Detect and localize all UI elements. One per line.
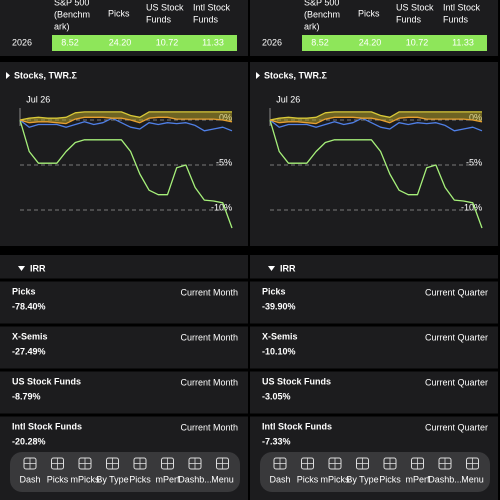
item-period: Current Quarter — [425, 287, 488, 297]
tab-label[interactable]: mPerf — [405, 474, 430, 484]
collapse-arrow[interactable] — [256, 72, 260, 79]
series-line — [19, 119, 233, 229]
irr-title[interactable]: IRR — [280, 263, 296, 273]
item-period: Current Quarter — [425, 377, 488, 387]
y-tick-label: -5% — [216, 157, 232, 167]
tab-bar — [10, 452, 240, 492]
band-fill — [270, 111, 482, 124]
item-value: -39.90% — [262, 301, 296, 311]
table-header: US Stock — [146, 2, 184, 12]
item-name[interactable]: X-Semis — [12, 331, 48, 341]
y-tick-label: -10% — [461, 202, 482, 212]
table-cell: 10.72 — [406, 37, 429, 47]
x-tick-label: Jul 26 — [26, 94, 50, 104]
table-cell: 10.72 — [156, 37, 179, 47]
tab-label[interactable]: mPerf — [155, 474, 180, 484]
expand-arrow[interactable] — [268, 266, 275, 271]
tab-label[interactable]: Menu — [461, 474, 484, 484]
tab-label[interactable]: Picks — [379, 474, 401, 484]
table-cell: 8.52 — [61, 37, 79, 47]
y-tick-label: -10% — [211, 202, 232, 212]
table-header: Funds — [146, 14, 172, 24]
series-line — [269, 119, 483, 229]
table-header: (Benchm — [54, 9, 90, 19]
table-header: Picks — [108, 8, 130, 18]
item-period: Current Month — [180, 287, 238, 297]
item-name[interactable]: Intl Stock Funds — [262, 421, 332, 431]
tab-label[interactable]: Picks — [129, 474, 151, 484]
tab-label[interactable]: Dash — [269, 474, 290, 484]
item-period: Current Month — [180, 332, 238, 342]
series-line — [269, 117, 483, 132]
tab-label[interactable]: Menu — [211, 474, 234, 484]
row-label: 2026 — [12, 37, 32, 47]
tab-label[interactable]: Dashb... — [428, 474, 462, 484]
band-fill — [20, 111, 232, 124]
table-header: S&P 500 — [54, 0, 89, 7]
series-line — [19, 117, 233, 132]
item-value: -8.79% — [12, 391, 41, 401]
table-header: Intl Stock — [193, 2, 231, 12]
item-value: -3.05% — [262, 391, 291, 401]
item-period: Current Quarter — [425, 422, 488, 432]
series-line — [19, 111, 232, 121]
table-header: ark) — [304, 21, 320, 31]
item-value: -7.33% — [262, 436, 291, 446]
table-cell: 24.20 — [359, 37, 382, 47]
expand-arrow[interactable] — [18, 266, 25, 271]
irr-title[interactable]: IRR — [30, 263, 46, 273]
table-header: Funds — [193, 14, 219, 24]
table-cell-bg — [52, 35, 237, 51]
series-line — [269, 116, 483, 125]
series-line — [19, 116, 233, 125]
table-cell: 11.33 — [202, 37, 224, 47]
table-header: Intl Stock — [443, 2, 481, 12]
tab-label[interactable]: mPicks — [321, 474, 350, 484]
chart-title[interactable]: Stocks, TWR.Σ — [14, 70, 78, 80]
item-name[interactable]: Picks — [12, 286, 36, 296]
table-cell: 11.33 — [452, 37, 474, 47]
tab-label[interactable]: Picks — [47, 474, 69, 484]
tab-label[interactable]: By Type — [346, 474, 378, 484]
table-header: US Stock — [396, 2, 434, 12]
collapse-arrow[interactable] — [6, 72, 10, 79]
item-name[interactable]: US Stock Funds — [12, 376, 81, 386]
row-label: 2026 — [262, 37, 282, 47]
item-value: -20.28% — [12, 436, 46, 446]
tab-label[interactable]: By Type — [96, 474, 128, 484]
item-name[interactable]: US Stock Funds — [262, 376, 331, 386]
item-value: -78.40% — [12, 301, 46, 311]
item-value: -10.10% — [262, 346, 296, 356]
y-tick-label: -5% — [466, 157, 482, 167]
item-name[interactable]: Picks — [262, 286, 286, 296]
item-name[interactable]: Intl Stock Funds — [12, 421, 82, 431]
table-cell: 8.52 — [311, 37, 329, 47]
series-line — [269, 111, 482, 121]
item-value: -27.49% — [12, 346, 46, 356]
tab-bar — [260, 452, 490, 492]
table-cell: 24.20 — [109, 37, 132, 47]
chart-card — [0, 62, 248, 246]
table-header: (Benchm — [304, 9, 340, 19]
x-tick-label: Jul 26 — [276, 94, 300, 104]
table-header: Picks — [358, 8, 380, 18]
item-period: Current Quarter — [425, 332, 488, 342]
item-period: Current Month — [180, 422, 238, 432]
table-header: S&P 500 — [304, 0, 339, 7]
tab-label[interactable]: Dashb... — [178, 474, 212, 484]
table-header: ark) — [54, 21, 70, 31]
item-name[interactable]: X-Semis — [262, 331, 298, 341]
table-header: Funds — [443, 14, 469, 24]
chart-title[interactable]: Stocks, TWR.Σ — [264, 70, 328, 80]
tab-label[interactable]: mPicks — [71, 474, 100, 484]
tab-label[interactable]: Picks — [297, 474, 319, 484]
table-cell-bg — [302, 35, 487, 51]
table-header: Funds — [396, 14, 422, 24]
item-period: Current Month — [180, 377, 238, 387]
chart-card — [250, 62, 498, 246]
tab-label[interactable]: Dash — [19, 474, 40, 484]
